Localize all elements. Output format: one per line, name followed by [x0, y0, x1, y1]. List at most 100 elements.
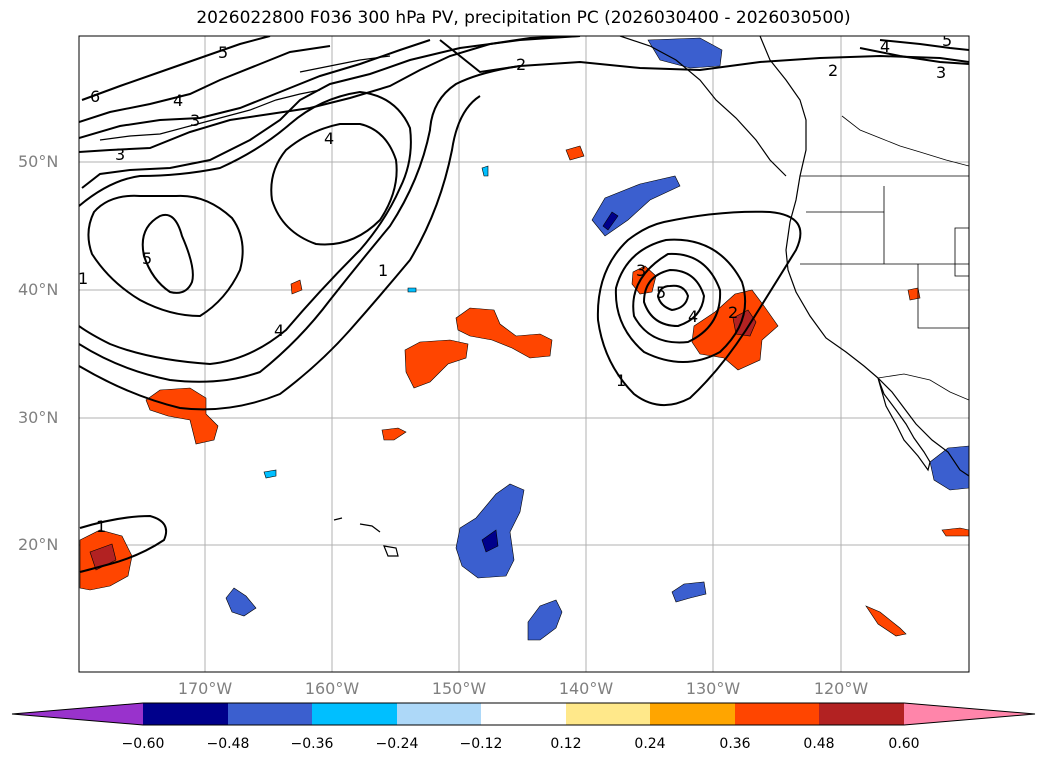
contour-label: 2 — [516, 55, 526, 74]
contour-inner-5 — [141, 214, 194, 294]
colorbar-tick-label: 0.12 — [550, 736, 582, 752]
lon-label: 140°W — [558, 679, 614, 698]
colorbar-segment — [397, 703, 481, 725]
precip-blob-central-1 — [455, 307, 553, 359]
contour-label: 3 — [190, 111, 200, 130]
colorbar-tick-label: −0.48 — [206, 736, 250, 752]
lon-label: 170°W — [177, 679, 233, 698]
colorbar-tick-label: −0.36 — [290, 736, 334, 752]
contour-western-trough-3 — [79, 90, 412, 366]
coast-baja — [877, 377, 931, 472]
precip-blob-ne-pac-1 — [631, 265, 657, 295]
colorbar-segment — [312, 703, 397, 725]
colorbar-tick-label: 0.36 — [719, 736, 751, 752]
contour-cutoff-2 — [614, 238, 747, 363]
contour-label: 3 — [636, 261, 646, 280]
precip-blob-se — [865, 605, 907, 637]
contour-north-2 — [79, 39, 431, 139]
contour-low-1 — [79, 514, 168, 573]
precip-blob-tiny-3 — [407, 287, 417, 293]
precip-blob-nevada — [907, 287, 921, 301]
lat-label: 50°N — [18, 152, 59, 171]
precip-blob-nw-pac — [145, 387, 219, 445]
border-us-mexico — [877, 373, 969, 401]
coast-alaska — [619, 36, 787, 177]
precip-blob-tiny-1 — [263, 469, 277, 479]
colorbar-extend-low — [12, 703, 143, 725]
border-alaska — [841, 115, 969, 167]
coast-aleutians — [99, 89, 321, 141]
contour-label: 5 — [942, 31, 952, 50]
colorbar-segment — [143, 703, 228, 725]
contour-low-left — [81, 36, 271, 101]
lat-label: 20°N — [18, 535, 59, 554]
contour-main-loop — [81, 36, 581, 189]
colorbar-tick-label: −0.60 — [121, 736, 165, 752]
contour-cutoff-4 — [642, 268, 706, 328]
colorbar-tick-label: −0.24 — [375, 736, 419, 752]
lat-label: 30°N — [18, 408, 59, 427]
precip-blob-west-pac-1 — [290, 279, 303, 295]
contour-label: 2 — [728, 303, 738, 322]
precip-blob-south-1 — [527, 599, 563, 641]
contour-cutoff-5 — [656, 284, 690, 312]
precip-blob-hawaii-e — [455, 483, 525, 579]
precip-blob-south-2 — [671, 581, 707, 603]
lon-label: 130°W — [685, 679, 741, 698]
contour-label: 3 — [936, 63, 946, 82]
contour-cutoff-3 — [632, 252, 722, 344]
precip-blob-mexico — [929, 445, 969, 491]
lon-label: 150°W — [431, 679, 487, 698]
contour-east-4 — [879, 39, 969, 51]
colorbar-tick-label: 0.60 — [888, 736, 920, 752]
contour-labels: 5 6 4 3 3 2 4 5 4 1 1 2 3 4 5 1 2 3 4 5 … — [79, 31, 952, 536]
coastlines — [99, 36, 969, 557]
contour-label: 6 — [90, 87, 100, 106]
pv-contours — [79, 36, 969, 573]
precip-blob-central-2 — [404, 339, 469, 389]
lon-label: 160°W — [304, 679, 360, 698]
colorbar-outline — [11, 702, 1036, 726]
contour-label: 4 — [324, 129, 334, 148]
contour-ridge-3 — [859, 47, 969, 65]
precip-blob-sw-2 — [225, 587, 257, 617]
colorbar-segment — [735, 703, 819, 725]
precip-blob-mexico-s — [941, 527, 969, 537]
coast-north-america — [759, 36, 969, 477]
colorbar — [11, 702, 1036, 726]
colorbar-tick-label: 0.24 — [634, 736, 666, 752]
contour-label: 1 — [378, 261, 388, 280]
contour-label: 3 — [115, 145, 125, 164]
contour-western-trough-1 — [79, 95, 481, 411]
contour-label: 4 — [173, 91, 183, 110]
contour-label: 2 — [828, 61, 838, 80]
borders — [800, 115, 969, 401]
colorbar-segment — [650, 703, 735, 725]
colorbar-segment — [228, 703, 312, 725]
contour-label: 4 — [880, 37, 890, 56]
contour-north-1 — [79, 45, 331, 123]
precip-blob-tiny-2 — [481, 165, 489, 177]
contour-label: 4 — [274, 321, 284, 340]
colorbar-segment — [566, 703, 650, 725]
colorbar-tick-label: 0.48 — [803, 736, 835, 752]
contour-inner-4a — [87, 194, 244, 318]
plot-frame — [78, 35, 970, 673]
contour-label: 5 — [218, 43, 228, 62]
map-title: 2026022800 F036 300 hPa PV, precipitatio… — [196, 8, 851, 28]
contour-loop-4b — [270, 123, 398, 246]
hawaii-islands — [333, 517, 399, 557]
precip-blob-alaska — [647, 37, 723, 69]
contour-label: 1 — [96, 517, 106, 536]
colorbar-segment — [819, 703, 904, 725]
contour-cutoff-1 — [596, 210, 802, 406]
colorbar-extend-high — [904, 703, 1035, 725]
colorbar-tick-label: −0.12 — [459, 736, 503, 752]
contour-label: 1 — [616, 371, 626, 390]
lon-label: 120°W — [813, 679, 869, 698]
contour-western-trough-2 — [79, 65, 521, 383]
contour-label: 4 — [688, 307, 698, 326]
contour-north-3 — [79, 36, 581, 153]
lat-label: 40°N — [18, 280, 59, 299]
